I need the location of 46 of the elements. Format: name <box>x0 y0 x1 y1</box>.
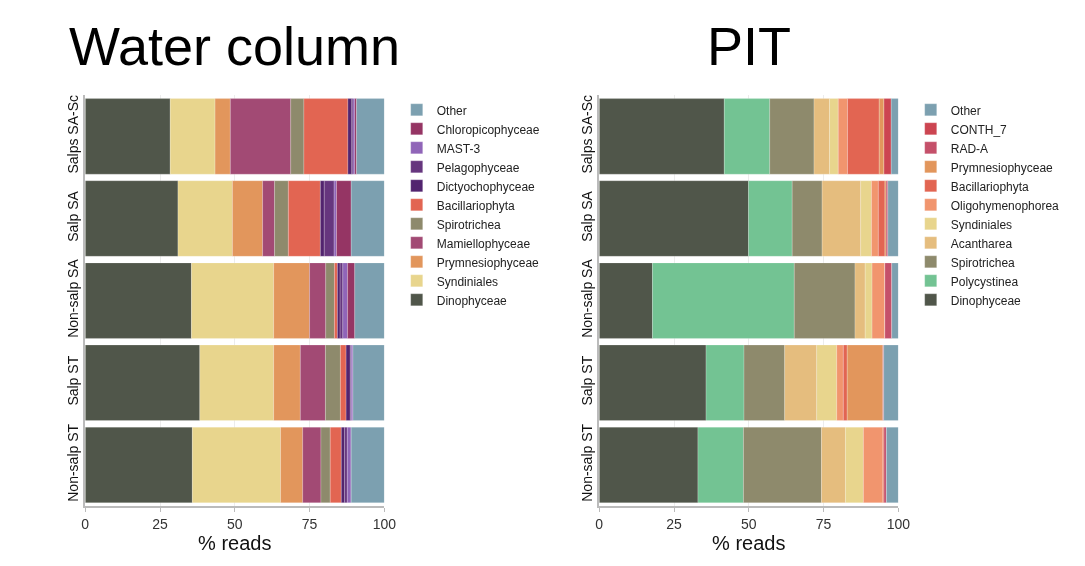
y-tick-label: Salps SA-Sc <box>64 95 81 174</box>
y-tick-label: Salps SA-Sc <box>578 95 595 174</box>
legend-label: Syndiniales <box>436 274 499 289</box>
y-tick-label: Non-salp ST <box>578 423 595 502</box>
legend-label: Oligohymenophorea <box>950 198 1060 213</box>
legend-label: Bacillariophyta <box>436 198 516 213</box>
x-tick-label: 50 <box>227 515 243 532</box>
legend-label: Prymnesiophyceae <box>950 160 1054 175</box>
x-tick-label: 75 <box>301 515 318 532</box>
y-tick-label: Salp ST <box>64 355 81 406</box>
legend-label: Dinophyceae <box>950 293 1022 308</box>
legend-label: RAD-A <box>950 141 989 156</box>
legend-label: Acantharea <box>950 236 1013 251</box>
y-tick-label: Non-salp SA <box>578 258 595 338</box>
legend-label: Dinophyceae <box>436 293 508 308</box>
x-axis-title: % reads <box>198 531 272 554</box>
legend-label: Pelagophyceae <box>436 160 520 175</box>
x-tick-label: 75 <box>815 515 832 532</box>
y-tick-label: Salp SA <box>578 190 595 242</box>
legend-label: Prymnesiophyceae <box>436 255 540 270</box>
legend-label: Spirotrichea <box>950 255 1016 270</box>
legend-label: Mamiellophyceae <box>436 236 531 251</box>
x-axis-title: % reads <box>712 531 786 554</box>
x-tick-label: 0 <box>595 515 604 532</box>
y-tick-label: Salp SA <box>64 190 81 242</box>
x-tick-label: 0 <box>81 515 90 532</box>
y-tick-label: Non-salp SA <box>64 258 81 338</box>
x-tick-label: 25 <box>666 515 683 532</box>
x-tick-label: 50 <box>741 515 757 532</box>
legend-label: Chloropicophyceae <box>436 122 540 137</box>
legend-label: Other <box>950 103 981 118</box>
y-tick-label: Non-salp ST <box>64 423 81 502</box>
chart-title: Water column <box>69 16 401 76</box>
x-tick-label: 100 <box>372 515 397 532</box>
legend-label: Bacillariophyta <box>950 179 1030 194</box>
legend-label: Dictyochophyceae <box>436 179 536 194</box>
chart-title: PIT <box>707 16 792 76</box>
legend-label: MAST-3 <box>436 141 481 156</box>
y-tick-label: Salp ST <box>578 355 595 406</box>
legend-label: Syndiniales <box>950 217 1013 232</box>
legend-label: CONTH_7 <box>950 122 1008 137</box>
legend-label: Spirotrichea <box>436 217 502 232</box>
legend-label: Other <box>436 103 467 118</box>
x-tick-label: 100 <box>886 515 911 532</box>
x-tick-label: 25 <box>152 515 169 532</box>
legend-label: Polycystinea <box>950 274 1019 289</box>
